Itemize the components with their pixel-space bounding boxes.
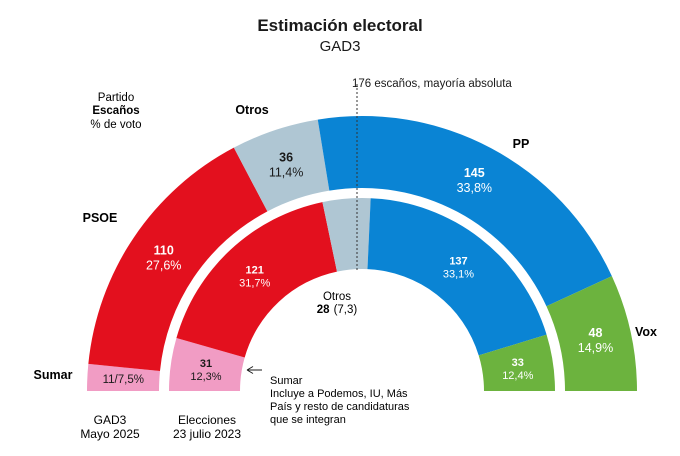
- chart-title: Estimación electoral: [257, 16, 422, 35]
- series-caption-elecciones: Elecciones 23 julio 2023: [173, 413, 241, 441]
- arc-elecciones-pp: [367, 198, 547, 356]
- arc-gad3-sumar: [87, 363, 160, 391]
- sumar-note-line-2: Incluye a Podemos, IU, Más: [270, 388, 408, 400]
- seat-arcs: [87, 115, 637, 391]
- legend-key-party: Partido: [98, 92, 134, 104]
- otros-inner-label: Otros 28 (7,3): [317, 291, 358, 316]
- arc-elecciones-sumar: [169, 337, 245, 391]
- party-label-pp: PP: [513, 137, 530, 151]
- sumar-note: Sumar Incluye a Podemos, IU, Más País y …: [246, 366, 410, 426]
- caption-gad3-line-1: GAD3: [94, 413, 127, 427]
- arc-elecciones-otros: [322, 197, 371, 272]
- label-seats-elecciones-vox: 33: [512, 357, 524, 369]
- arc-gad3-otros: [233, 119, 330, 212]
- arc-gad3-pp: [317, 115, 612, 307]
- label-seats-gad3-psoe: 110: [154, 244, 174, 258]
- party-label-sumar: Sumar: [34, 368, 73, 382]
- caption-elecciones-line-1: Elecciones: [178, 413, 236, 427]
- party-label-psoe: PSOE: [83, 211, 118, 225]
- label-vote-gad3-psoe: 27,6%: [146, 259, 181, 273]
- label-seats-elecciones-pp: 137: [449, 256, 467, 268]
- legend-key-seats: Escaños: [92, 105, 139, 117]
- otros-inner-seats: 28: [317, 304, 330, 316]
- party-label-otros: Otros: [235, 103, 268, 117]
- arc-gad3-vox: [546, 276, 637, 391]
- label-vote-elecciones-sumar: 12,3%: [190, 371, 221, 383]
- arc-elecciones-psoe: [176, 202, 337, 358]
- label-seats-elecciones-sumar: 31: [200, 358, 212, 370]
- label-seats-gad3-vox: 48: [589, 326, 603, 340]
- label-vote-elecciones-psoe: 31,7%: [239, 278, 270, 290]
- caption-gad3-line-2: Mayo 2025: [80, 427, 140, 441]
- arc-elecciones-vox: [478, 334, 555, 391]
- label-seats-gad3-pp: 145: [464, 166, 485, 180]
- party-label-vox: Vox: [635, 325, 657, 339]
- otros-inner-values: 28 (7,3): [317, 304, 358, 316]
- caption-elecciones-line-2: 23 julio 2023: [173, 427, 241, 441]
- otros-inner-vote: (7,3): [334, 304, 358, 316]
- label-vote-gad3-vox: 14,9%: [578, 341, 613, 355]
- label-vote-elecciones-pp: 33,1%: [443, 269, 474, 281]
- label-vote-gad3-pp: 33,8%: [457, 181, 492, 195]
- label-seats-gad3-otros: 36: [279, 150, 293, 164]
- label-seats-elecciones-psoe: 121: [246, 265, 264, 277]
- chart-subtitle: GAD3: [320, 38, 361, 55]
- legend-key: Partido Escaños % de voto: [90, 92, 141, 131]
- arc-gad3-psoe: [88, 147, 268, 371]
- sumar-note-line-4: que se integran: [270, 414, 346, 426]
- majority-label: 176 escaños, mayoría absoluta: [352, 78, 512, 90]
- sumar-note-line-1: Sumar: [270, 375, 303, 387]
- sumar-note-line-3: País y resto de candidaturas: [270, 401, 410, 413]
- otros-inner-name: Otros: [323, 291, 351, 303]
- series-caption-gad3: GAD3 Mayo 2025: [80, 413, 140, 441]
- label-gad3-sumar: 11/7,5%: [103, 374, 144, 386]
- sumar-arrow-head: [246, 366, 254, 374]
- legend-key-vote: % de voto: [90, 119, 141, 131]
- label-vote-elecciones-vox: 12,4%: [502, 370, 533, 382]
- label-vote-gad3-otros: 11,4%: [269, 165, 304, 179]
